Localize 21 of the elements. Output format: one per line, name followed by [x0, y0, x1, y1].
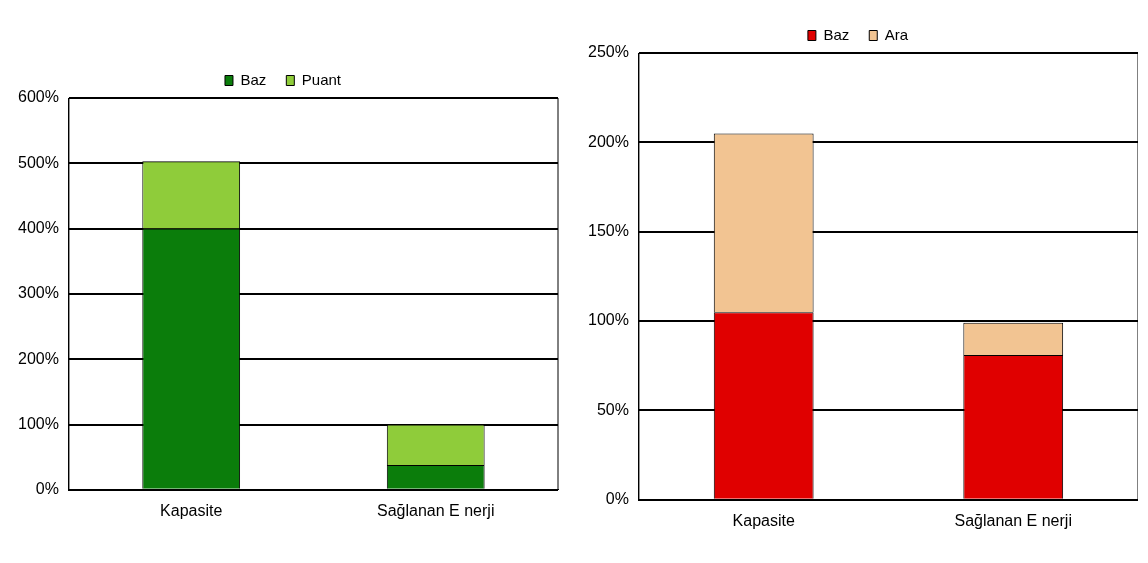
legend-label: Baz: [823, 25, 850, 43]
y-tick-label: 0%: [605, 490, 629, 508]
y-tick-label: 600%: [18, 88, 59, 106]
y-tick-label: 50%: [596, 400, 629, 418]
legend-label: Baz: [240, 70, 267, 88]
y-tick-label: 0%: [35, 480, 59, 498]
y-tick-label: 100%: [18, 414, 59, 432]
x-tick-label: Sağlanan E nerji: [377, 501, 495, 519]
legend-label: Puant: [301, 70, 342, 88]
x-tick-label: Kapasite: [732, 511, 795, 529]
x-tick-label: Sağlanan E nerji: [954, 511, 1072, 529]
y-tick-label: 100%: [588, 311, 629, 329]
x-tick-label: Kapasite: [160, 501, 223, 519]
y-tick-label: 200%: [588, 132, 629, 150]
y-tick-label: 400%: [18, 219, 59, 237]
y-tick-label: 150%: [588, 222, 629, 240]
legend-label: Ara: [884, 25, 909, 43]
y-tick-label: 250%: [588, 43, 629, 61]
y-tick-label: 200%: [18, 349, 59, 367]
y-tick-label: 300%: [18, 284, 59, 302]
y-tick-label: 500%: [18, 153, 59, 171]
